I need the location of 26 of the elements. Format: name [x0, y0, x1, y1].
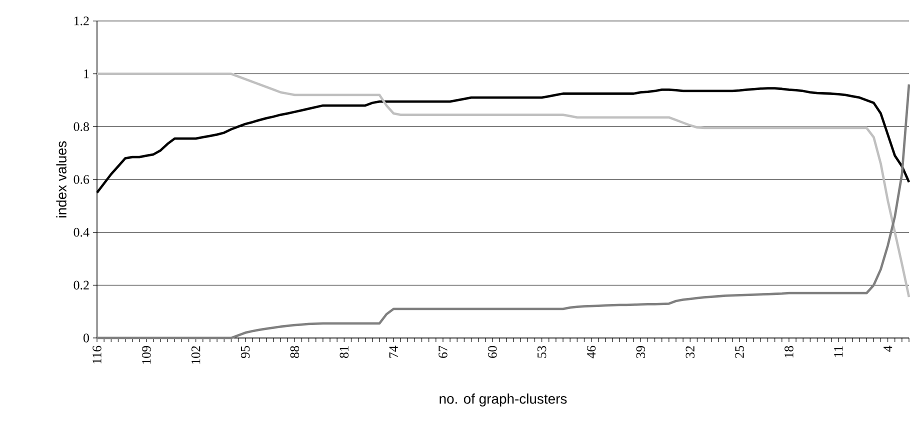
x-axis-title: no. of graph-clusters: [440, 394, 567, 406]
y-tick-label: 1: [84, 70, 89, 78]
x-tick-label: 11: [834, 346, 843, 357]
x-tick-label: 74: [389, 346, 398, 358]
y-tick-label: 0.6: [74, 175, 90, 184]
x-tick-label: 67: [438, 346, 448, 358]
x-tick-label: 18: [784, 346, 794, 358]
x-tick-label: 102: [191, 346, 200, 364]
x-tick-label: 116: [92, 346, 102, 364]
x-tick-label: 46: [586, 346, 596, 358]
y-tick-label: 0.8: [74, 122, 89, 132]
y-tick-label: 0.2: [74, 280, 89, 290]
x-tick-label: 88: [290, 346, 300, 358]
y-tick-label: 0.4: [74, 228, 90, 237]
x-tick-label: 109: [142, 346, 151, 364]
y-tick-label: 0: [84, 334, 89, 342]
x-tick-label: 95: [240, 346, 250, 358]
x-tick-label: 39: [636, 346, 646, 358]
x-tick-label: 25: [735, 346, 744, 358]
x-tick-label: 4: [884, 346, 892, 352]
y-tick-label: 1.2: [74, 16, 89, 26]
x-tick-label: 60: [488, 346, 497, 358]
x-tick-label: 53: [537, 346, 546, 358]
x-tick-label: 32: [686, 346, 694, 358]
y-axis-title: index values: [56, 141, 66, 218]
x-tick-label: 81: [340, 346, 349, 358]
